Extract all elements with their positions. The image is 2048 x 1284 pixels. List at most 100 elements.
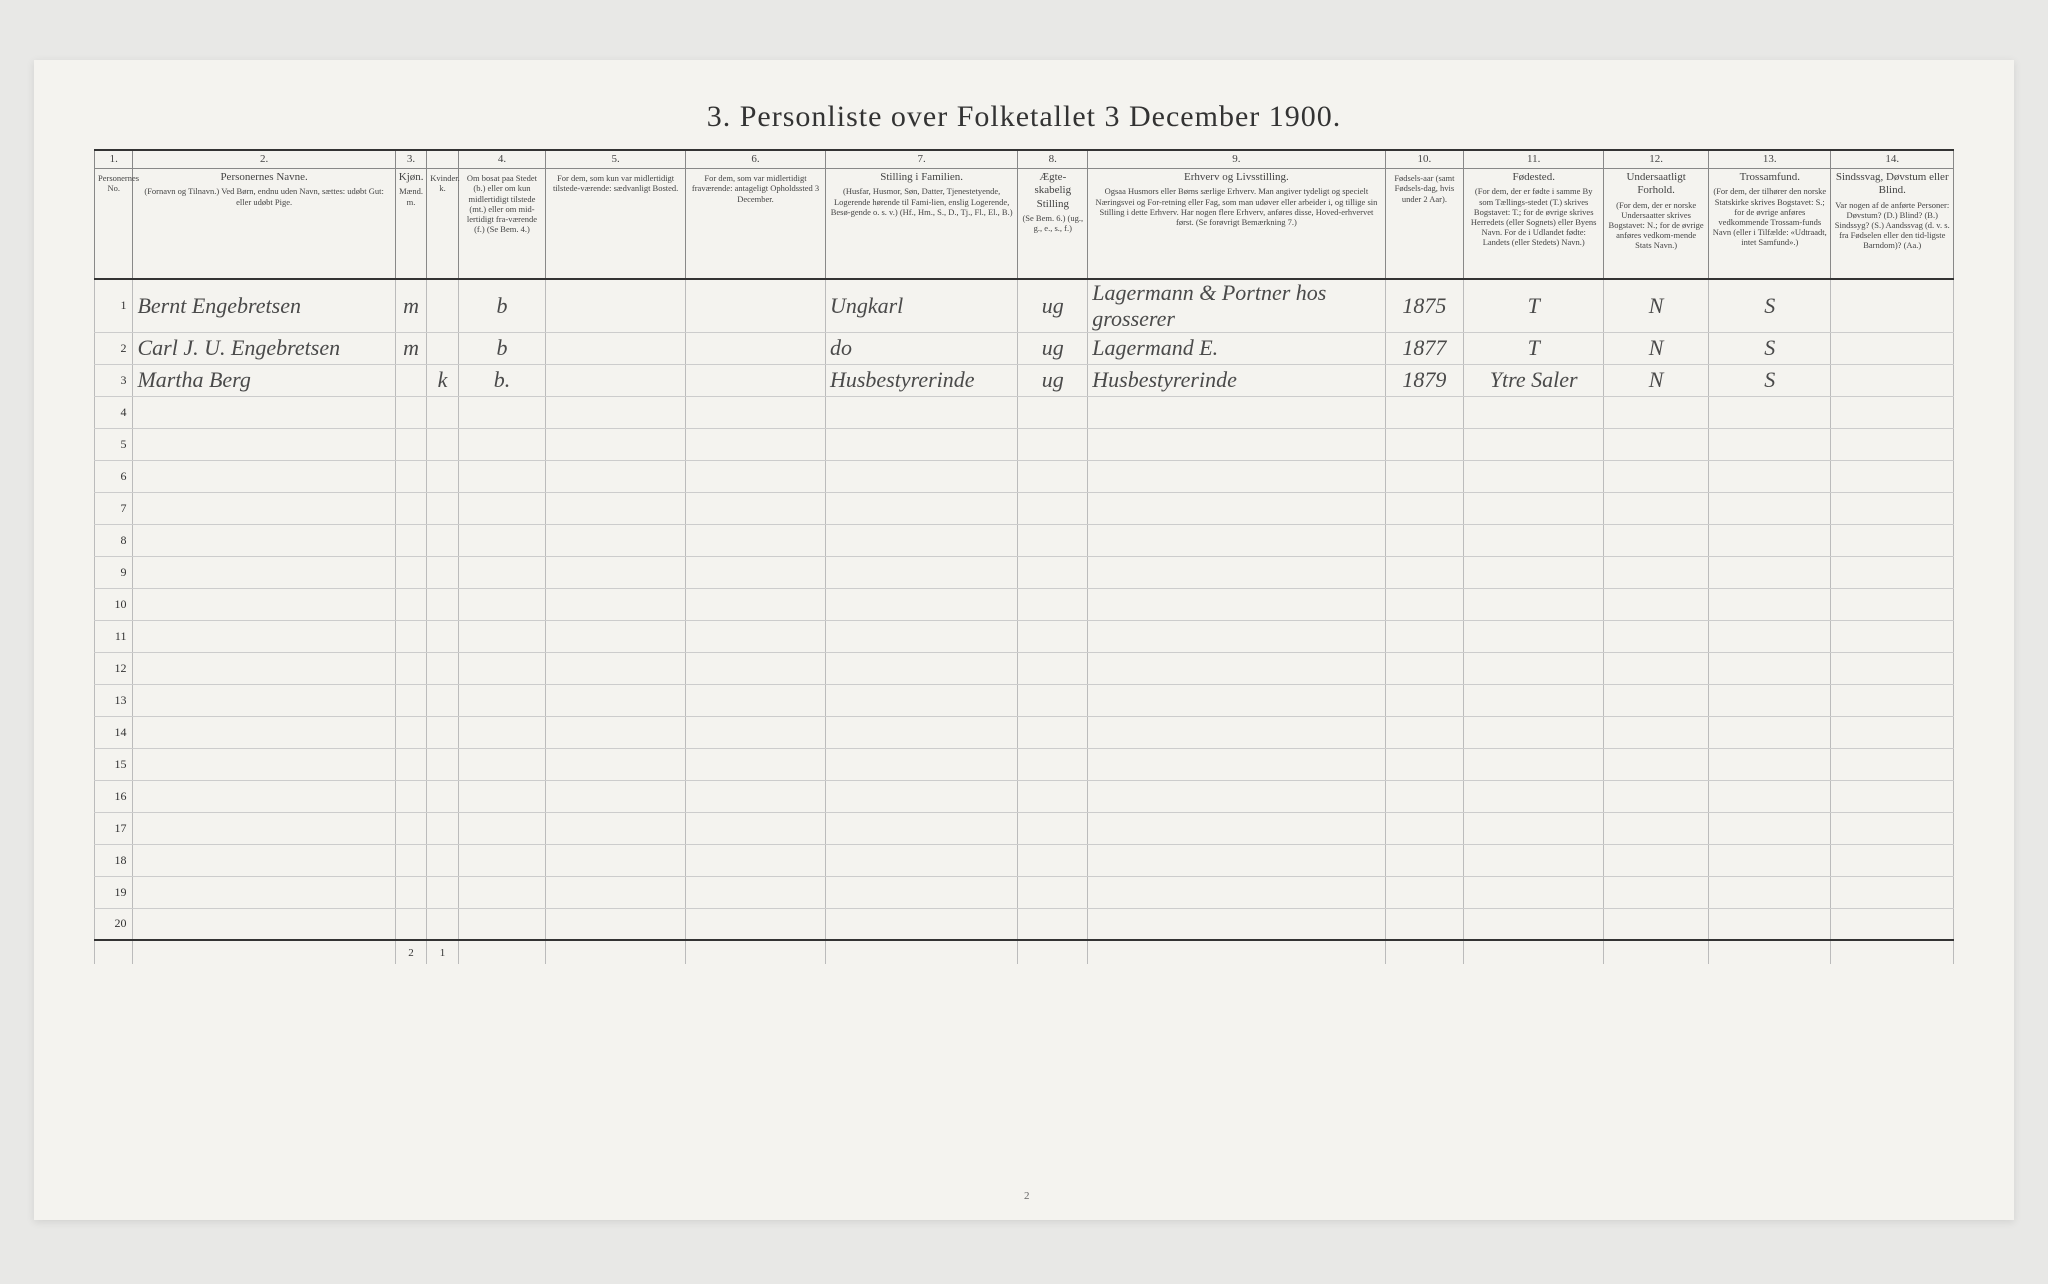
- cell-occupation: [1088, 652, 1385, 684]
- cell-k: [427, 556, 458, 588]
- cell-occupation: [1088, 684, 1385, 716]
- cell-disab: [1831, 748, 1954, 780]
- table-body: 1Bernt EngebretsenmbUngkarlugLagermann &…: [95, 279, 1954, 965]
- column-header: Erhverv og Livsstilling.Ogsaa Husmors el…: [1088, 169, 1385, 279]
- cell-faith: [1709, 460, 1831, 492]
- cell-year: [1385, 652, 1464, 684]
- column-header: Sindssvag, Døvstum eller Blind.Var nogen…: [1831, 169, 1954, 279]
- footer-cell: [1709, 940, 1831, 964]
- cell-year: [1385, 396, 1464, 428]
- cell-occupation: [1088, 876, 1385, 908]
- cell-res: [458, 460, 545, 492]
- cell-away: [546, 556, 686, 588]
- table-row: 11: [95, 620, 1954, 652]
- table-row: 9: [95, 556, 1954, 588]
- cell-year: [1385, 492, 1464, 524]
- cell-n: 20: [95, 908, 133, 940]
- footer-cell: 2: [395, 940, 426, 964]
- cell-away: [546, 279, 686, 333]
- cell-k: [427, 524, 458, 556]
- cell-res: [458, 844, 545, 876]
- cell-away: [546, 332, 686, 364]
- cell-n: 15: [95, 748, 133, 780]
- cell-m: [395, 684, 426, 716]
- cell-birthplace: [1464, 844, 1604, 876]
- table-row: 7: [95, 492, 1954, 524]
- table-row: 10: [95, 588, 1954, 620]
- column-header: Personernes No.: [95, 169, 133, 279]
- cell-subject: [1604, 492, 1709, 524]
- cell-n: 14: [95, 716, 133, 748]
- cell-family: [825, 908, 1017, 940]
- cell-away: [546, 780, 686, 812]
- cell-absent: [686, 684, 826, 716]
- cell-family: [825, 620, 1017, 652]
- footer-cell: [1088, 940, 1385, 964]
- cell-k: [427, 652, 458, 684]
- cell-birthplace: [1464, 748, 1604, 780]
- cell-m: [395, 844, 426, 876]
- cell-subject: [1604, 524, 1709, 556]
- cell-n: 2: [95, 332, 133, 364]
- cell-family: [825, 556, 1017, 588]
- cell-subject: [1604, 652, 1709, 684]
- cell-disab: [1831, 279, 1954, 333]
- cell-away: [546, 364, 686, 396]
- census-table: 1.2.3.4.5.6.7.8.9.10.11.12.13.14. Person…: [94, 149, 1954, 964]
- cell-birthplace: [1464, 396, 1604, 428]
- cell-m: [395, 396, 426, 428]
- cell-maritial: [1018, 716, 1088, 748]
- cell-subject: [1604, 620, 1709, 652]
- cell-disab: [1831, 652, 1954, 684]
- column-header: Stilling i Familien.(Husfar, Husmor, Søn…: [825, 169, 1017, 279]
- cell-family: Ungkarl: [825, 279, 1017, 333]
- cell-occupation: [1088, 620, 1385, 652]
- cell-faith: [1709, 428, 1831, 460]
- cell-name: [133, 748, 395, 780]
- cell-year: [1385, 556, 1464, 588]
- cell-absent: [686, 844, 826, 876]
- cell-faith: [1709, 588, 1831, 620]
- column-number: 12.: [1604, 150, 1709, 169]
- cell-absent: [686, 652, 826, 684]
- column-header: Ægte-skabelig Stilling(Se Bem. 6.) (ug.,…: [1018, 169, 1088, 279]
- cell-subject: [1604, 812, 1709, 844]
- column-header: Kvinder. k.: [427, 169, 458, 279]
- column-header: Personernes Navne.(Fornavn og Tilnavn.) …: [133, 169, 395, 279]
- cell-birthplace: [1464, 908, 1604, 940]
- cell-res: [458, 524, 545, 556]
- footer-cell: [95, 940, 133, 964]
- cell-disab: [1831, 492, 1954, 524]
- cell-m: [395, 748, 426, 780]
- table-row: 12: [95, 652, 1954, 684]
- footer-cell: [1831, 940, 1954, 964]
- table-row: 2Carl J. U. EngebretsenmbdougLagermand E…: [95, 332, 1954, 364]
- column-number: [427, 150, 458, 169]
- cell-name: [133, 428, 395, 460]
- cell-away: [546, 652, 686, 684]
- column-number: 10.: [1385, 150, 1464, 169]
- cell-family: [825, 716, 1017, 748]
- cell-res: [458, 876, 545, 908]
- table-row: 8: [95, 524, 1954, 556]
- cell-maritial: ug: [1018, 332, 1088, 364]
- cell-m: [395, 364, 426, 396]
- table-row: 13: [95, 684, 1954, 716]
- column-number: 7.: [825, 150, 1017, 169]
- cell-away: [546, 684, 686, 716]
- cell-n: 13: [95, 684, 133, 716]
- cell-faith: [1709, 556, 1831, 588]
- cell-m: m: [395, 279, 426, 333]
- cell-disab: [1831, 460, 1954, 492]
- cell-subject: [1604, 588, 1709, 620]
- cell-family: [825, 684, 1017, 716]
- cell-away: [546, 588, 686, 620]
- cell-absent: [686, 279, 826, 333]
- cell-res: [458, 908, 545, 940]
- footer-cell: [825, 940, 1017, 964]
- cell-k: [427, 780, 458, 812]
- cell-maritial: [1018, 428, 1088, 460]
- cell-birthplace: [1464, 812, 1604, 844]
- cell-occupation: [1088, 588, 1385, 620]
- cell-name: Bernt Engebretsen: [133, 279, 395, 333]
